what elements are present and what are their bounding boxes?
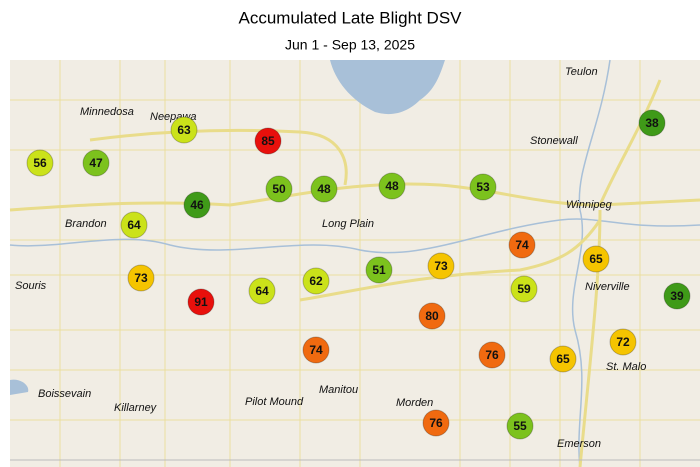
station-value: 55 <box>513 419 527 433</box>
title: Accumulated Late Blight DSV <box>238 8 462 27</box>
station-marker <box>478 341 506 369</box>
town-label: Killarney <box>114 402 158 414</box>
station-value: 65 <box>556 352 570 366</box>
station-marker <box>248 277 276 305</box>
station-marker <box>170 116 198 144</box>
station-marker <box>638 109 666 137</box>
station-value: 63 <box>177 123 191 137</box>
station-value: 74 <box>515 238 529 252</box>
station-marker <box>663 282 691 310</box>
station-marker <box>187 288 215 316</box>
station-marker <box>302 267 330 295</box>
town-label: Emerson <box>557 438 601 450</box>
station-value: 48 <box>317 182 331 196</box>
station-value: 73 <box>134 271 148 285</box>
town-label: Souris <box>15 280 47 292</box>
town-label: Teulon <box>565 66 598 78</box>
station-marker <box>422 409 450 437</box>
station-marker <box>582 245 610 273</box>
station-value: 56 <box>33 156 47 170</box>
station-marker <box>120 211 148 239</box>
town-label: Winnipeg <box>566 199 613 211</box>
station-marker <box>469 173 497 201</box>
station-value: 62 <box>309 274 323 288</box>
station-value: 46 <box>190 198 204 212</box>
station-value: 65 <box>589 252 603 266</box>
station-marker <box>127 264 155 292</box>
station-value: 59 <box>517 282 531 296</box>
station-marker <box>26 149 54 177</box>
town-label: Pilot Mound <box>245 396 304 408</box>
station-marker <box>365 256 393 284</box>
station-value: 50 <box>272 182 286 196</box>
station-marker <box>510 275 538 303</box>
station-marker <box>82 149 110 177</box>
station-marker <box>418 302 446 330</box>
station-value: 64 <box>127 218 141 232</box>
station-marker <box>302 336 330 364</box>
station-value: 64 <box>255 284 269 298</box>
station-marker <box>549 345 577 373</box>
station-value: 80 <box>425 309 439 323</box>
town-label: Niverville <box>585 281 630 293</box>
station-marker <box>427 252 455 280</box>
station-value: 85 <box>261 134 275 148</box>
subtitle: Jun 1 - Sep 13, 2025 <box>285 37 415 53</box>
station-value: 91 <box>194 295 208 309</box>
station-value: 53 <box>476 180 490 194</box>
station-value: 73 <box>434 259 448 273</box>
station-marker <box>506 412 534 440</box>
station-value: 74 <box>309 343 323 357</box>
station-marker <box>254 127 282 155</box>
station-value: 76 <box>485 348 499 362</box>
station-marker <box>310 175 338 203</box>
town-label: Boissevain <box>38 388 91 400</box>
station-marker <box>609 328 637 356</box>
town-label: Brandon <box>65 218 107 230</box>
station-value: 48 <box>385 179 399 193</box>
town-label: Morden <box>396 397 433 409</box>
town-label: Long Plain <box>322 218 374 230</box>
station-value: 76 <box>429 416 443 430</box>
town-label: St. Malo <box>606 361 646 373</box>
station-value: 72 <box>616 335 630 349</box>
station-value: 47 <box>89 156 103 170</box>
station-value: 51 <box>372 263 386 277</box>
station-value: 38 <box>645 116 659 130</box>
station-marker <box>378 172 406 200</box>
town-label: Stonewall <box>530 135 578 147</box>
station-value: 39 <box>670 289 684 303</box>
station-marker <box>508 231 536 259</box>
station-marker <box>265 175 293 203</box>
town-label: Manitou <box>319 384 358 396</box>
station-marker <box>183 191 211 219</box>
town-label: Minnedosa <box>80 106 134 118</box>
